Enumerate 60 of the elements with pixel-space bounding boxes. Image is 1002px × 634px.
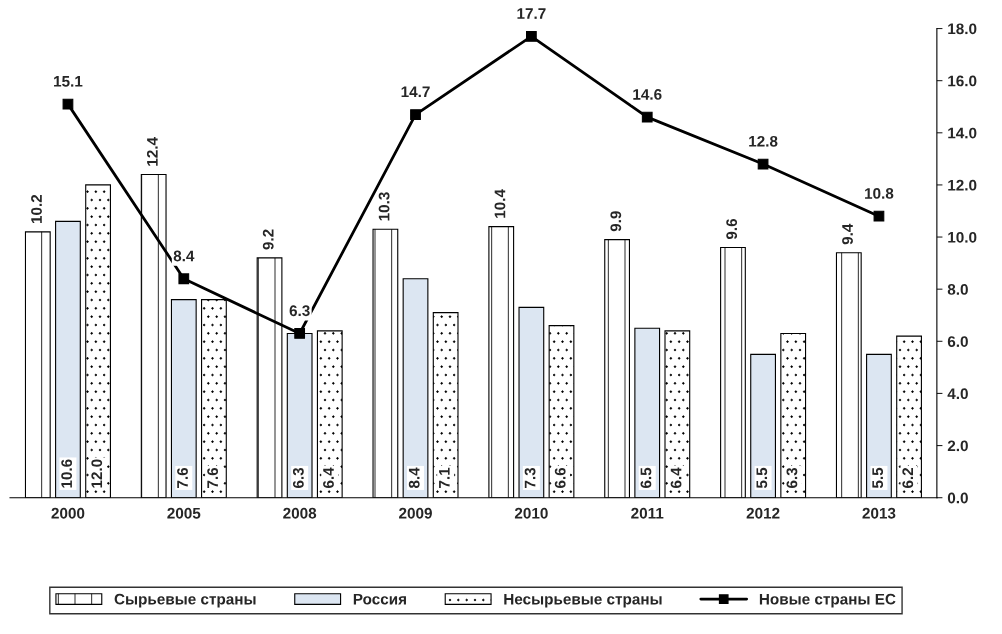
data-label: 15.1 xyxy=(54,76,83,87)
data-label: 9.4 xyxy=(842,223,853,245)
y-tick-label: 16.0 xyxy=(948,75,977,87)
data-label: 12.0 xyxy=(91,459,103,488)
x-tick-label: 2012 xyxy=(746,507,780,519)
data-label: 5.5 xyxy=(872,467,884,489)
data-label: 8.4 xyxy=(408,467,420,489)
data-label: 9.2 xyxy=(262,229,274,250)
data-label: 6.5 xyxy=(640,467,652,489)
data-label: 12.8 xyxy=(749,135,778,147)
point xyxy=(294,328,306,339)
data-label: 6.3 xyxy=(292,467,304,489)
data-label: 9.6 xyxy=(726,218,738,240)
point xyxy=(525,30,537,42)
data-label: 10.8 xyxy=(865,188,894,199)
legend-label: Сырьевые страны xyxy=(114,593,256,608)
y-tick-label: 10.0 xyxy=(948,231,977,243)
data-label: 6.6 xyxy=(554,467,566,489)
point xyxy=(410,109,421,120)
data-label: 6.3 xyxy=(786,467,798,489)
data-label: 6.4 xyxy=(670,467,682,489)
x-tick-label: 2005 xyxy=(167,507,201,519)
data-label: 10.6 xyxy=(61,459,73,488)
x-tick-label: 2011 xyxy=(631,507,664,519)
data-label: 6.4 xyxy=(323,467,334,489)
data-label: 9.9 xyxy=(610,211,622,232)
y-tick-label: 18.0 xyxy=(948,23,977,35)
data-label: 10.4 xyxy=(494,189,506,218)
data-label: 7.6 xyxy=(207,467,219,488)
y-tick-label: 14.0 xyxy=(948,127,977,139)
x-tick-label: 2000 xyxy=(51,507,85,519)
point xyxy=(641,111,653,123)
data-label: 6.3 xyxy=(289,305,310,317)
data-label: 7.6 xyxy=(177,467,188,488)
y-tick-label: 0.0 xyxy=(947,492,968,504)
data-label: 14.7 xyxy=(401,86,430,98)
y-tick-label: 6.0 xyxy=(947,336,968,347)
data-label: 7.1 xyxy=(439,467,450,488)
y-tick-label: 4.0 xyxy=(947,388,968,400)
data-label: 10.2 xyxy=(31,194,42,224)
data-label: 8.4 xyxy=(173,250,195,262)
data-label: 12.4 xyxy=(146,137,158,166)
data-label: 10.3 xyxy=(378,192,390,221)
x-tick-label: 2013 xyxy=(862,507,896,519)
y-tick-label: 12.0 xyxy=(948,179,977,191)
legend-label: Новые страны ЕС xyxy=(759,593,896,608)
point xyxy=(178,273,190,285)
point xyxy=(873,210,885,222)
legend-label: Несырьевые страны xyxy=(504,593,662,608)
legend-label: Россия xyxy=(353,593,406,605)
x-tick-label: 2009 xyxy=(399,507,432,519)
y-tick-label: 8.0 xyxy=(947,284,968,295)
data-label: 17.7 xyxy=(517,8,546,19)
data-label: 6.2 xyxy=(902,467,914,489)
x-tick-label: 2008 xyxy=(283,507,317,519)
y-tick-label: 2.0 xyxy=(947,440,968,452)
data-label: 14.6 xyxy=(633,88,662,100)
data-label: 7.3 xyxy=(524,467,536,488)
data-label: 5.5 xyxy=(756,467,768,489)
x-tick-label: 2010 xyxy=(514,507,548,519)
